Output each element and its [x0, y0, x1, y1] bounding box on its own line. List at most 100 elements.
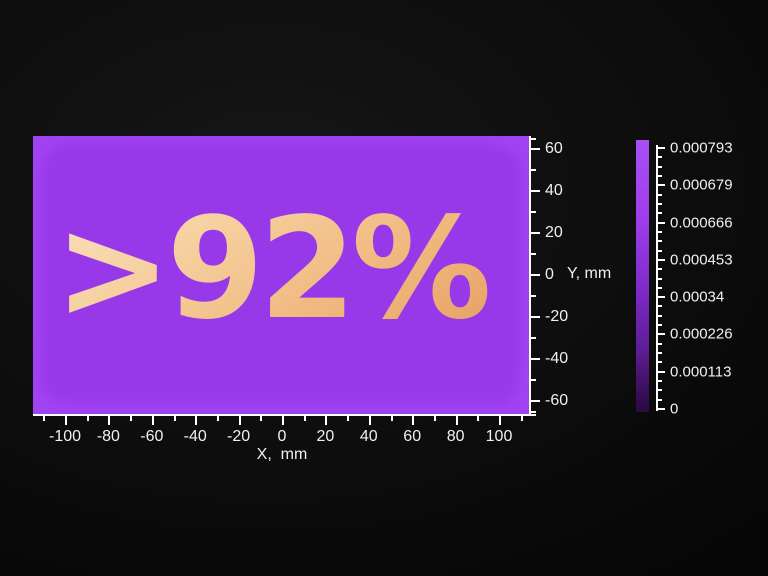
colorbar-minor-tick	[658, 202, 662, 205]
colorbar-major-tick	[658, 258, 665, 261]
x-minor-tick	[86, 416, 89, 421]
x-major-tick	[238, 416, 241, 425]
x-tick-label: 60	[403, 428, 422, 445]
x-tick-label: -60	[140, 428, 164, 445]
x-minor-tick	[130, 416, 133, 421]
x-tick-label: -80	[96, 428, 120, 445]
x-tick-label: -40	[183, 428, 207, 445]
colorbar-minor-tick	[658, 165, 662, 168]
x-tick-label: -20	[227, 428, 251, 445]
x-major-tick	[151, 416, 154, 425]
y-minor-tick	[531, 410, 536, 413]
x-tick-label: 40	[359, 428, 378, 445]
colorbar-gradient-strip	[636, 140, 649, 412]
colorbar-ticks: 0.000793 0.000679 0.000666 0.000453 0.00034 0…	[658, 140, 768, 418]
x-minor-tick	[520, 416, 523, 421]
y-tick-label: 20	[545, 224, 563, 241]
y-minor-tick	[531, 211, 536, 213]
x-tick-label: 100	[485, 428, 513, 445]
colorbar-major-tick	[658, 408, 665, 410]
y-major-tick	[531, 358, 540, 360]
y-axis-title: Y, mm	[567, 265, 612, 282]
efficiency-overlay-text: >92%	[22, 131, 519, 409]
colorbar-major-tick	[658, 296, 665, 299]
x-minor-tick	[433, 416, 436, 421]
y-major-tick	[531, 190, 540, 192]
x-major-tick	[282, 416, 284, 425]
colorbar-minor-tick	[658, 240, 662, 243]
y-tick-label: -40	[545, 350, 569, 367]
y-minor-tick	[531, 137, 536, 140]
colorbar-major-tick	[658, 370, 665, 373]
x-minor-tick	[390, 416, 393, 421]
colorbar-minor-tick	[658, 324, 662, 327]
colorbar-minor-tick	[658, 352, 662, 355]
colorbar-minor-tick	[658, 230, 662, 233]
heatmap-plot-area: >92%	[33, 136, 530, 414]
colorbar-major-tick	[658, 221, 665, 224]
x-minor-tick	[43, 416, 46, 421]
x-major-tick	[108, 416, 111, 425]
y-tick-label: 60	[545, 140, 563, 157]
colorbar-minor-tick	[658, 305, 662, 308]
colorbar-tick-label: 0.000226	[670, 325, 733, 343]
x-axis-ticks: -100 -80 -60 -40 -20 0 20 40 60 80 100	[33, 414, 536, 464]
x-minor-tick	[260, 416, 263, 421]
colorbar-tick-label: 0.000679	[670, 176, 733, 194]
colorbar-tick-label: 0.00034	[670, 288, 725, 306]
x-minor-tick	[477, 416, 480, 421]
y-tick-label: 40	[545, 182, 563, 199]
colorbar-minor-tick	[658, 268, 662, 271]
x-minor-tick	[347, 416, 350, 421]
colorbar-tick-label: 0.000793	[670, 139, 733, 157]
colorbar-major-tick	[658, 184, 665, 187]
y-minor-tick	[531, 337, 536, 339]
colorbar-minor-tick	[658, 174, 662, 177]
x-tick-label: 80	[446, 428, 465, 445]
colorbar-minor-tick	[658, 314, 662, 317]
colorbar-minor-tick	[658, 361, 662, 364]
colorbar-major-tick	[658, 333, 665, 336]
x-major-tick	[325, 416, 328, 425]
colorbar-major-tick	[658, 147, 665, 149]
y-axis-ticks: 60 40 20 0 -20 -40 -60	[531, 136, 651, 416]
colorbar-minor-tick	[658, 389, 662, 392]
colorbar-minor-tick	[658, 249, 662, 252]
x-major-tick	[368, 416, 371, 425]
colorbar-tick-label: 0.000453	[670, 251, 733, 269]
y-minor-tick	[531, 379, 536, 381]
x-minor-tick	[303, 416, 306, 421]
y-major-tick	[531, 148, 540, 150]
y-minor-tick	[531, 295, 536, 297]
colorbar-minor-tick	[658, 342, 662, 345]
y-tick-label: 0	[545, 266, 554, 283]
colorbar-minor-tick	[658, 193, 662, 196]
x-tick-label: -100	[48, 428, 82, 445]
heatmap-field-inner-shade	[42, 144, 520, 403]
x-tick-label: 0	[277, 428, 287, 445]
colorbar-minor-tick	[658, 277, 662, 280]
colorbar-minor-tick	[658, 156, 662, 159]
colorbar-minor-tick	[658, 380, 662, 383]
x-minor-tick	[173, 416, 176, 421]
x-axis-title: X, mm	[256, 446, 308, 463]
x-major-tick	[499, 416, 501, 425]
colorbar-minor-tick	[658, 398, 662, 401]
x-major-tick	[455, 416, 458, 425]
y-major-tick	[531, 400, 540, 402]
colorbar-tick-label: 0.000113	[670, 363, 732, 381]
x-axis-line	[33, 414, 536, 416]
x-major-tick	[412, 416, 415, 425]
y-axis-line	[529, 136, 531, 416]
x-major-tick	[195, 416, 198, 425]
y-minor-tick	[531, 253, 536, 255]
y-minor-tick	[531, 169, 536, 171]
x-major-tick	[65, 416, 67, 425]
colorbar-tick-label: 0	[670, 400, 679, 418]
colorbar-minor-tick	[658, 212, 662, 215]
x-minor-tick	[216, 416, 219, 421]
x-tick-label: 20	[316, 428, 335, 445]
y-major-tick	[531, 232, 540, 234]
colorbar-tick-label: 0.000666	[670, 214, 733, 232]
